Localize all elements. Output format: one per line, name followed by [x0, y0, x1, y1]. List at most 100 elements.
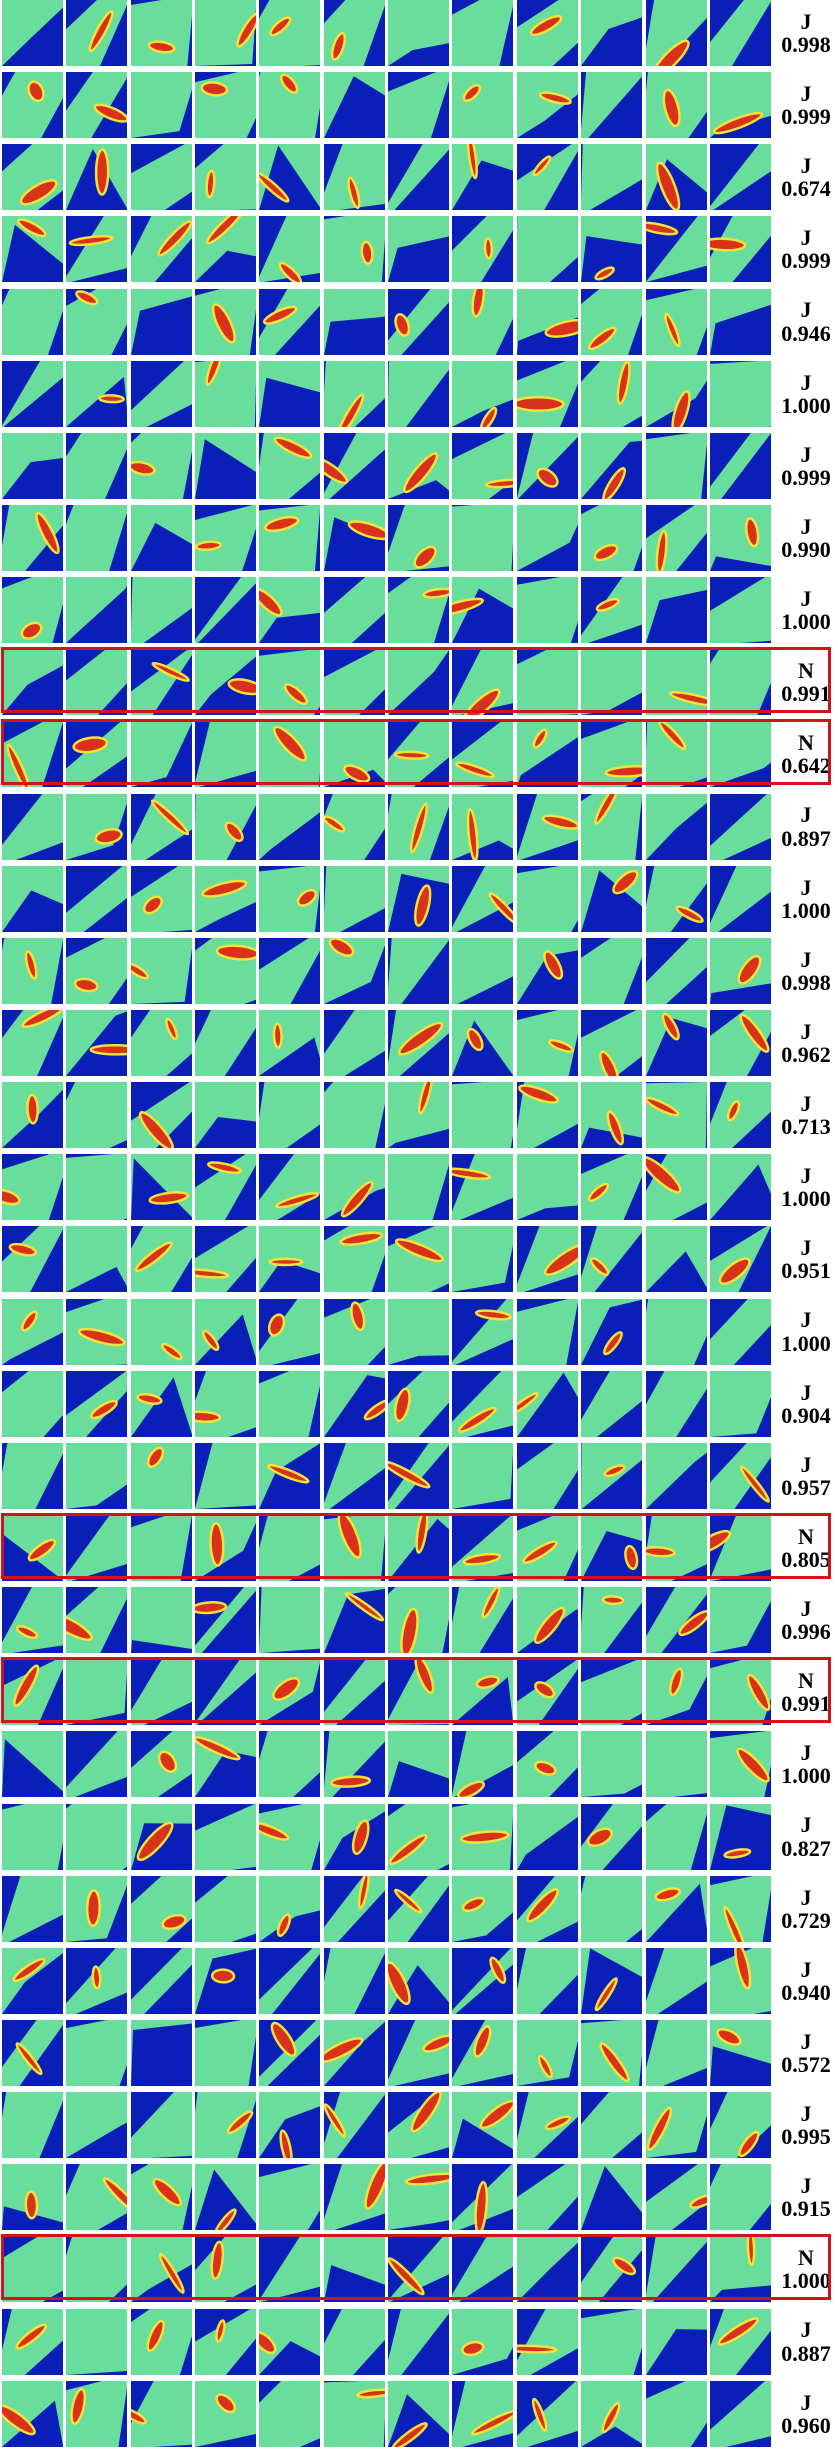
row-label: J 0.897 [776, 794, 836, 860]
heatmap-thumbnail [130, 793, 192, 860]
heatmap-thumbnail [130, 2236, 192, 2303]
heatmap-thumbnail [130, 0, 192, 66]
heatmap-thumbnail [323, 2308, 385, 2375]
thumbnail-strip [2, 1875, 774, 1942]
sample-row: J 1.000 [0, 1154, 838, 1221]
row-label: J 0.713 [776, 1082, 836, 1148]
thumbnail-strip [2, 2380, 774, 2447]
heatmap-thumbnail [452, 865, 514, 932]
heatmap-thumbnail [388, 144, 450, 211]
confidence-score: 0.957 [781, 1474, 831, 1500]
sample-row: J 1.000 [0, 360, 838, 427]
heatmap-thumbnail [452, 2019, 514, 2086]
heatmap-thumbnail [709, 360, 771, 427]
heatmap-thumbnail [388, 2019, 450, 2086]
class-label: N [798, 2245, 814, 2271]
heatmap-thumbnail [645, 144, 707, 211]
row-label: J 0.999 [776, 433, 836, 499]
heatmap-thumbnail [2, 793, 63, 860]
heatmap-thumbnail [452, 649, 514, 716]
sample-row: J 0.729 [0, 1875, 838, 1942]
heatmap-thumbnail [66, 1082, 128, 1149]
heatmap-thumbnail [709, 1947, 771, 2014]
heatmap-thumbnail [516, 0, 578, 66]
thumbnail-strip [2, 1803, 774, 1870]
sample-row: J 0.674 [0, 144, 838, 211]
heatmap-thumbnail [130, 504, 192, 571]
row-label: J 0.998 [776, 938, 836, 1004]
heatmap-thumbnail [195, 1947, 257, 2014]
heatmap-thumbnail [709, 2164, 771, 2231]
heatmap-thumbnail [452, 1442, 514, 1509]
sample-row: J 0.999 [0, 72, 838, 139]
heatmap-thumbnail [66, 2236, 128, 2303]
class-label: N [798, 1668, 814, 1694]
heatmap-thumbnail [709, 649, 771, 716]
confidence-score: 0.940 [781, 1979, 831, 2005]
heatmap-thumbnail [452, 2236, 514, 2303]
row-label: J 0.990 [776, 505, 836, 571]
heatmap-thumbnail [323, 1082, 385, 1149]
sample-row: J 0.995 [0, 2092, 838, 2159]
heatmap-thumbnail [323, 1226, 385, 1293]
heatmap-thumbnail [2, 72, 63, 139]
heatmap-thumbnail [2, 1587, 63, 1654]
sample-row: J 1.000 [0, 1731, 838, 1798]
heatmap-thumbnail [130, 865, 192, 932]
heatmap-thumbnail [2, 2092, 63, 2159]
heatmap-thumbnail [388, 865, 450, 932]
heatmap-thumbnail [388, 577, 450, 644]
thumbnail-strip [2, 865, 774, 932]
heatmap-thumbnail [259, 2236, 321, 2303]
heatmap-thumbnail [130, 1370, 192, 1437]
heatmap-thumbnail [516, 144, 578, 211]
heatmap-thumbnail [388, 1442, 450, 1509]
heatmap-thumbnail [130, 2019, 192, 2086]
heatmap-thumbnail [452, 1154, 514, 1221]
heatmap-thumbnail [195, 1009, 257, 1076]
heatmap-thumbnail [388, 1514, 450, 1581]
heatmap-thumbnail [581, 1154, 643, 1221]
confidence-score: 0.946 [781, 320, 831, 346]
heatmap-thumbnail [452, 793, 514, 860]
thumbnail-strip [2, 1226, 774, 1293]
confidence-score: 0.962 [781, 1041, 831, 1067]
heatmap-thumbnail [516, 2308, 578, 2375]
heatmap-thumbnail [452, 432, 514, 499]
confidence-score: 1.000 [781, 2268, 831, 2294]
heatmap-thumbnail [323, 144, 385, 211]
heatmap-thumbnail [130, 1947, 192, 2014]
heatmap-thumbnail [516, 1082, 578, 1149]
class-label: N [798, 730, 814, 756]
heatmap-thumbnail [709, 504, 771, 571]
heatmap-thumbnail [323, 1298, 385, 1365]
heatmap-thumbnail [66, 1803, 128, 1870]
heatmap-thumbnail [323, 1947, 385, 2014]
heatmap-thumbnail [645, 1947, 707, 2014]
heatmap-thumbnail [645, 72, 707, 139]
sample-row: J 0.904 [0, 1370, 838, 1437]
row-label: J 0.729 [776, 1876, 836, 1942]
heatmap-thumbnail [2, 1298, 63, 1365]
heatmap-thumbnail [709, 1514, 771, 1581]
class-label: J [800, 802, 812, 828]
row-label: J 0.995 [776, 2092, 836, 2158]
heatmap-thumbnail [709, 1226, 771, 1293]
heatmap-thumbnail [388, 1298, 450, 1365]
heatmap-thumbnail [195, 1803, 257, 1870]
heatmap-thumbnail [259, 504, 321, 571]
heatmap-thumbnail [516, 2236, 578, 2303]
heatmap-thumbnail [452, 144, 514, 211]
thumbnail-strip [2, 2164, 774, 2231]
row-label: J 1.000 [776, 1731, 836, 1797]
row-label: J 1.000 [776, 866, 836, 932]
heatmap-thumbnail [581, 2236, 643, 2303]
heatmap-thumbnail [2, 721, 63, 788]
thumbnail-strip [2, 1154, 774, 1221]
heatmap-thumbnail [709, 577, 771, 644]
heatmap-thumbnail [388, 288, 450, 355]
heatmap-thumbnail [323, 1803, 385, 1870]
heatmap-thumbnail [2, 1226, 63, 1293]
heatmap-thumbnail [645, 1731, 707, 1798]
thumbnail-strip [2, 432, 774, 499]
